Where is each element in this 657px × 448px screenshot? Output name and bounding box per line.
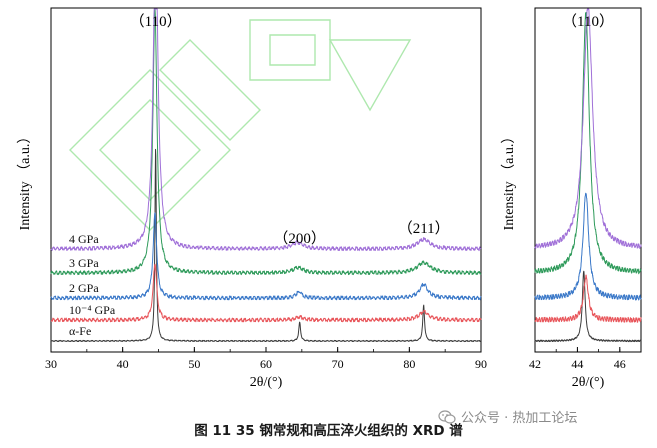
main-x-tick-label: 60: [260, 357, 272, 371]
main-y-axis-label: Intensity （a.u.）: [17, 130, 33, 231]
main-series-label: 2 GPa: [69, 281, 99, 295]
watermark-text: 公众号 · 热加工论坛: [461, 411, 578, 426]
watermark-shape-3: [249, 19, 331, 81]
watermark-shape-2: [159, 39, 261, 141]
main-x-axis-label: 2θ/(°): [250, 375, 283, 390]
main-series-p2: [50, 212, 482, 301]
main-xrd-panel: 30 40 50 60 70 80 90 2θ/(°) Intensity （a.u.） α-Fe…: [17, 7, 487, 390]
main-x-tick-label: 70: [332, 357, 344, 371]
zoom-x-tick-label: 46: [614, 357, 626, 371]
zoom-series-p1e4: [534, 274, 642, 323]
zoom-plot-frame: [534, 7, 642, 353]
zoom-series-p2: [534, 192, 642, 301]
main-series-p3: [50, 8, 482, 276]
zoom-x-tick-label: 44: [571, 357, 583, 371]
watermark-shape-4: [269, 34, 316, 66]
main-series-p4: [50, 8, 482, 252]
main-series-label: 3 GPa: [69, 256, 99, 270]
zoom-y-axis-label: Intensity （a.u.）: [501, 130, 517, 231]
watermark-shape-1: [99, 99, 201, 201]
wechat-icon: [438, 409, 456, 424]
main-peak-label: （211）: [398, 220, 450, 237]
main-x-tick-label: 30: [45, 357, 57, 371]
zoom-xrd-panel: 42 44 46 2θ/(°) Intensity （a.u.） （110）: [501, 7, 642, 390]
main-x-tick-label: 90: [475, 357, 487, 371]
zoom-x-axis-label: 2θ/(°): [572, 375, 605, 390]
watermark-shape-5: [328, 39, 412, 112]
zoom-x-tick-label: 42: [529, 357, 541, 371]
main-plot-frame: [50, 7, 482, 353]
figure-caption: 图 11 35 钢常规和高压淬火组织的 XRD 谱: [194, 423, 463, 439]
zoom-series-p3: [534, 11, 642, 275]
zoom-series-p4: [534, 8, 642, 250]
watermark-shape-0: [69, 69, 231, 231]
main-x-tick-label: 40: [117, 357, 129, 371]
main-peak-label: （200）: [273, 230, 326, 247]
zoom-peak-label: （110）: [562, 13, 614, 30]
main-series-label: 4 GPa: [69, 232, 99, 246]
main-series-alpha-fe: [50, 148, 482, 343]
main-series-label: α-Fe: [69, 324, 91, 338]
background-watermark: [69, 19, 412, 231]
main-x-tick-label: 80: [403, 357, 415, 371]
main-peak-label: （110）: [130, 13, 182, 30]
main-x-tick-label: 50: [188, 357, 200, 371]
zoom-series-alpha-fe: [534, 270, 642, 343]
main-series-p1e4: [50, 263, 482, 323]
source-watermark: 公众号 · 热加工论坛: [438, 407, 577, 426]
main-series-label: 10⁻⁴ GPa: [69, 303, 116, 317]
